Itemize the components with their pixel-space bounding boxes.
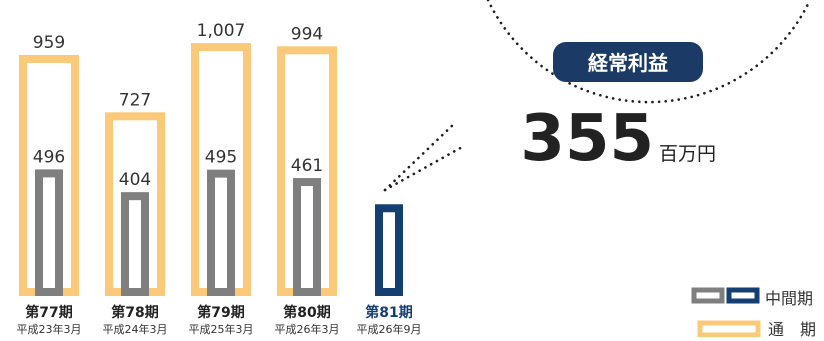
callout: 経常利益 355 百万円	[383, 0, 812, 192]
bar-interim-0	[35, 169, 63, 297]
category-label-2: 第79期	[197, 304, 244, 321]
value-label-annual-2: 1,007	[197, 21, 246, 41]
callout-value: 355	[520, 102, 654, 176]
value-label-annual-3: 994	[291, 24, 323, 44]
callout-dotted-circle	[486, 0, 812, 104]
category-label-3: 第80期	[283, 304, 330, 321]
category-sublabel-2: 平成25年3月	[189, 322, 254, 336]
bar-interim-3	[293, 178, 321, 296]
callout-pointer-line	[383, 121, 457, 192]
category-sublabel-0: 平成23年3月	[17, 322, 82, 336]
legend-interim-swatch-gray	[691, 287, 725, 304]
category-sublabel-1: 平成24年3月	[103, 322, 168, 336]
legend-interim-swatch-navy	[726, 287, 760, 304]
value-label-interim-3: 461	[291, 156, 323, 176]
category-label-0: 第77期	[25, 304, 72, 321]
value-label-interim-1: 404	[119, 170, 151, 190]
value-label-annual-0: 959	[33, 33, 65, 53]
bar-annual-1	[105, 112, 165, 297]
callout-pointer-line	[383, 144, 466, 192]
value-label-interim-0: 496	[33, 147, 65, 167]
value-label-interim-2: 495	[205, 148, 237, 168]
bar-interim-4	[375, 204, 403, 296]
legend-annual-label: 通 期	[768, 320, 816, 337]
category-label-4: 第81期	[365, 304, 412, 321]
callout-badge	[553, 42, 703, 82]
legend-annual-swatch	[697, 320, 761, 338]
bar-annual-2	[191, 43, 251, 296]
category-sublabel-3: 平成26年3月	[275, 322, 340, 336]
callout-badge-label: 経常利益	[588, 51, 668, 75]
legend: 中間期 通 期	[691, 287, 816, 339]
bar-interim-2	[207, 169, 235, 296]
bar-interim-1	[121, 192, 149, 297]
value-label-annual-1: 727	[119, 90, 151, 110]
category-label-1: 第78期	[111, 304, 158, 321]
category-sublabel-4: 平成26年9月	[357, 322, 422, 336]
bars-layer	[19, 43, 403, 297]
legend-interim-label: 中間期	[765, 289, 813, 308]
callout-unit: 百万円	[659, 143, 716, 165]
